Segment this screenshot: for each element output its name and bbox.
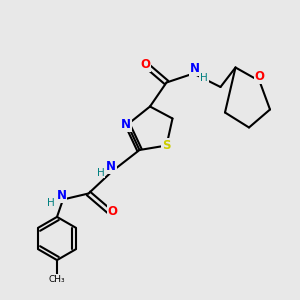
Text: O: O: [107, 205, 118, 218]
Text: N: N: [190, 62, 200, 76]
Text: H: H: [97, 167, 104, 178]
Text: CH₃: CH₃: [49, 275, 65, 284]
Text: S: S: [162, 139, 171, 152]
Text: O: O: [140, 58, 151, 71]
Text: H: H: [47, 197, 55, 208]
Text: N: N: [106, 160, 116, 173]
Text: N: N: [56, 189, 67, 203]
Text: H: H: [200, 73, 208, 83]
Text: N: N: [121, 118, 131, 131]
Text: O: O: [254, 70, 265, 83]
